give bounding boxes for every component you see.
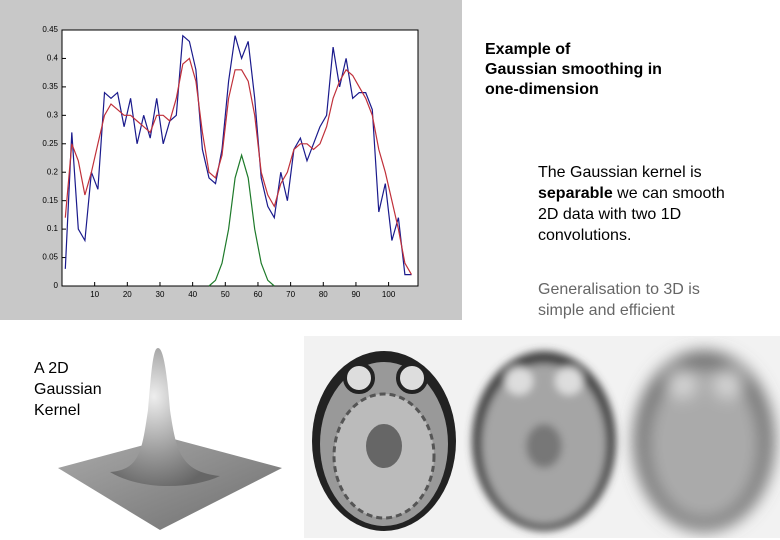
body-line: 2D data with two 1D (538, 206, 682, 223)
heading-line: Example of (485, 41, 571, 58)
bold-word: separable (538, 185, 613, 202)
kernel-caption: A 2D Gaussian Kernel (34, 358, 102, 421)
brain-blur (472, 351, 616, 531)
body-line: convolutions. (538, 227, 632, 244)
plot-area (61, 29, 419, 287)
brain-blur-strong (634, 351, 774, 531)
y-tick-label: 0.3 (47, 110, 59, 119)
x-tick-label: 10 (90, 290, 99, 299)
caption-line: Kernel (34, 402, 81, 419)
y-tick-label: 0.1 (47, 224, 59, 233)
x-tick-label: 40 (188, 290, 197, 299)
y-tick-label: 0.25 (42, 139, 58, 148)
y-tick-label: 0.15 (42, 196, 58, 205)
x-tick-label: 80 (319, 290, 328, 299)
series-line (208, 153, 275, 287)
brain-images (304, 336, 780, 538)
x-tick-label: 30 (156, 290, 165, 299)
y-tick-label: 0.35 (42, 82, 58, 91)
series-line (64, 57, 413, 275)
heading: Example of Gaussian smoothing in one-dim… (485, 40, 662, 100)
x-tick-label: 90 (351, 290, 360, 299)
body-text: The Gaussian kernel is separable we can … (538, 162, 725, 246)
y-tick-label: 0.4 (47, 54, 59, 63)
surface-peak (110, 348, 220, 487)
caption-line: Gaussian (34, 381, 102, 398)
y-tick-label: 0.45 (42, 25, 58, 34)
x-tick-label: 100 (382, 290, 396, 299)
series-line (64, 34, 412, 276)
body-line: The Gaussian kernel is (538, 164, 702, 181)
note-text: Generalisation to 3D is simple and effic… (538, 279, 700, 321)
note-line: Generalisation to 3D is (538, 281, 700, 298)
caption-line: A 2D (34, 360, 69, 377)
y-tick-label: 0.05 (42, 253, 58, 262)
body-line: separable we can smooth (538, 183, 725, 204)
gaussian-surface (58, 348, 282, 530)
heading-line: one-dimension (485, 81, 599, 98)
brain-sharp (312, 351, 456, 531)
y-tick-label: 0.2 (47, 167, 59, 176)
x-tick-label: 70 (286, 290, 295, 299)
x-tick-label: 60 (254, 290, 263, 299)
heading-line: Gaussian smoothing in (485, 61, 662, 78)
x-tick-label: 20 (123, 290, 132, 299)
note-line: simple and efficient (538, 302, 675, 319)
x-tick-label: 50 (221, 290, 230, 299)
body-span: we can smooth (617, 185, 725, 202)
y-tick-label: 0 (54, 281, 59, 290)
chart: 0 0.05 0.1 0.15 0.2 0.25 0.3 0.35 0.4 0.45 10 20 30 4… (0, 0, 462, 320)
